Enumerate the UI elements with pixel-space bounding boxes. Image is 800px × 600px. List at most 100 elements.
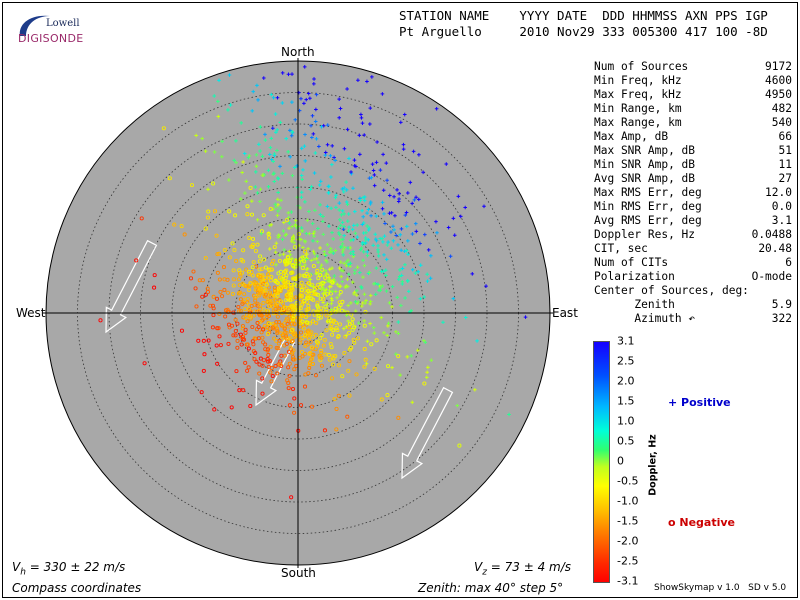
stat-row: Max Freq, kHz 4950: [594, 88, 792, 102]
source-positive: [299, 195, 304, 200]
source-negative: [230, 292, 235, 297]
source-positive: [344, 263, 349, 268]
source-positive: [269, 157, 274, 162]
source-positive: [327, 288, 332, 293]
source-negative: [306, 371, 311, 376]
source-negative: [304, 307, 309, 312]
source-negative: [268, 292, 273, 297]
source-positive: [276, 209, 280, 213]
source-positive: [368, 122, 372, 126]
source-positive: [307, 209, 311, 214]
source-positive: [348, 251, 353, 256]
source-negative: [287, 361, 292, 366]
source-positive: [292, 240, 296, 245]
source-positive: [401, 142, 406, 147]
source-positive: [372, 183, 377, 188]
source-negative: [300, 319, 305, 324]
source-positive: [484, 284, 488, 288]
source-negative: [369, 342, 374, 347]
source-positive: [422, 295, 426, 299]
source-negative: [152, 285, 157, 290]
source-positive: [275, 128, 280, 132]
source-positive: [389, 246, 394, 251]
source-negative: [285, 292, 290, 297]
source-positive: [389, 230, 393, 234]
source-positive: [357, 133, 362, 138]
source-negative: [299, 349, 304, 355]
source-positive: [318, 281, 322, 286]
source-positive: [290, 100, 294, 104]
stat-row: Max SNR Amp, dB 51: [594, 144, 792, 158]
source-positive: [273, 250, 278, 255]
source-positive: [279, 198, 283, 203]
stat-label: Max Freq, kHz: [594, 88, 682, 101]
source-negative: [212, 407, 217, 412]
source-positive: [335, 295, 339, 300]
source-positive: [310, 113, 315, 118]
source-positive: [429, 254, 433, 258]
source-negative: [322, 428, 327, 433]
stat-value: O-mode: [751, 270, 792, 283]
colorbar-tick-label: -2.0: [617, 534, 639, 548]
source-positive: [305, 218, 310, 223]
source-positive: [380, 200, 385, 205]
stat-row: Min Range, km 482: [594, 102, 792, 116]
source-negative: [283, 330, 288, 335]
source-negative: [254, 359, 259, 364]
source-negative: [275, 314, 280, 319]
source-positive: [323, 150, 328, 155]
source-positive: [278, 120, 283, 125]
source-positive: [341, 227, 346, 231]
source-negative: [298, 257, 303, 262]
source-negative: [235, 321, 240, 326]
source-positive: [365, 253, 370, 258]
source-negative: [258, 356, 263, 361]
source-positive: [349, 301, 353, 305]
source-positive: [268, 247, 272, 251]
source-positive: [347, 156, 351, 161]
source-negative: [308, 289, 313, 294]
source-negative: [324, 328, 329, 333]
source-positive: [359, 112, 363, 117]
source-positive: [360, 121, 365, 125]
source-negative: [306, 307, 311, 312]
stat-value: 9172: [765, 60, 792, 73]
source-negative: [276, 341, 281, 346]
source-positive: [299, 190, 304, 195]
source-negative: [326, 319, 331, 324]
source-negative: [275, 371, 280, 376]
source-negative: [222, 287, 227, 293]
source-negative: [347, 322, 352, 327]
source-positive: [309, 258, 314, 263]
source-positive: [429, 358, 434, 362]
source-positive: [288, 128, 292, 133]
source-positive: [340, 250, 345, 254]
source-positive: [404, 248, 409, 253]
source-negative: [311, 334, 316, 339]
source-negative: [328, 325, 333, 330]
source-negative: [233, 317, 238, 322]
source-positive: [361, 195, 365, 200]
source-positive: [361, 215, 366, 219]
source-positive: [276, 190, 280, 195]
source-negative: [293, 295, 298, 300]
source-negative: [284, 341, 289, 346]
source-positive: [373, 232, 378, 237]
stat-row: Min SNR Amp, dB 11: [594, 158, 792, 172]
source-negative: [263, 292, 268, 297]
source-negative: [255, 320, 260, 326]
source-positive: [403, 213, 408, 217]
source-positive: [269, 92, 274, 97]
source-negative: [248, 403, 253, 409]
source-negative: [308, 339, 313, 344]
colorbar-tick-label: -2.5: [617, 554, 639, 568]
source-positive: [312, 82, 316, 86]
source-negative: [246, 346, 251, 351]
source-negative: [279, 353, 284, 358]
source-positive: [344, 188, 349, 192]
source-negative: [234, 259, 239, 264]
compass-west-label: West: [16, 306, 46, 320]
source-negative: [279, 299, 284, 304]
source-positive: [267, 152, 272, 157]
source-positive: [253, 185, 258, 189]
